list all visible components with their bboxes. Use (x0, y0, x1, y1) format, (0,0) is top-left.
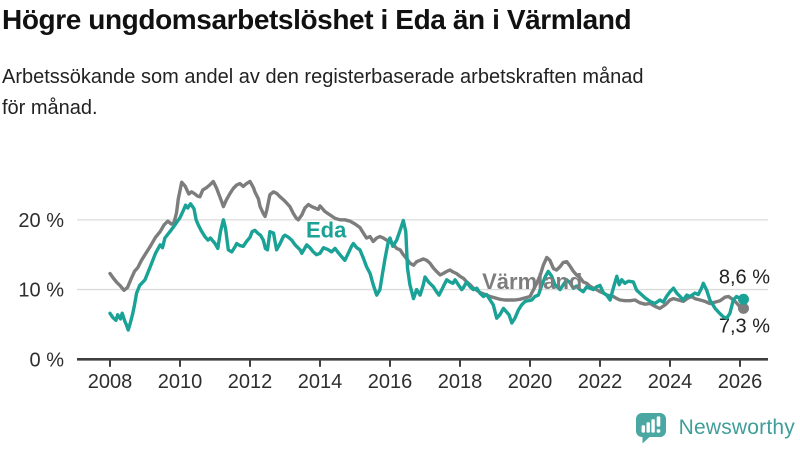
chart-subtitle: Arbetssökande som andel av den registerb… (2, 66, 644, 119)
x-tick-label: 2018 (438, 371, 483, 393)
x-tick-label: 2022 (578, 371, 623, 393)
series-line-eda (108, 202, 746, 332)
newsworthy-logo: Newsworthy (634, 411, 795, 445)
chart-title: Högre ungdomsarbetslöshet i Eda än i Vär… (2, 4, 632, 35)
newsworthy-wordmark: Newsworthy (678, 416, 795, 439)
x-tick-label: 2010 (158, 371, 203, 393)
x-tick-label: 2020 (508, 371, 553, 393)
x-tick-label: 2014 (298, 371, 343, 393)
x-tick-label: 2016 (368, 371, 413, 393)
end-value-label-varmland: 7,3 % (719, 315, 770, 337)
y-tick-label: 0 % (30, 349, 65, 371)
y-tick-label: 10 % (18, 280, 64, 302)
x-tick-label: 2026 (718, 371, 763, 393)
series-label-varmland: Värmland (482, 269, 582, 294)
series-line-varmland (108, 179, 746, 311)
series-endpoint-eda (738, 293, 749, 305)
series-endpoint-varmland (738, 302, 749, 314)
end-value-label-eda: 8,6 % (719, 266, 770, 288)
newsworthy-bubble-icon (635, 413, 666, 444)
y-tick-label: 20 % (18, 210, 64, 232)
series-label-eda: Eda (306, 217, 347, 242)
x-tick-label: 2012 (228, 371, 273, 393)
x-tick-label: 2024 (648, 371, 693, 393)
x-tick-label: 2008 (88, 371, 133, 393)
